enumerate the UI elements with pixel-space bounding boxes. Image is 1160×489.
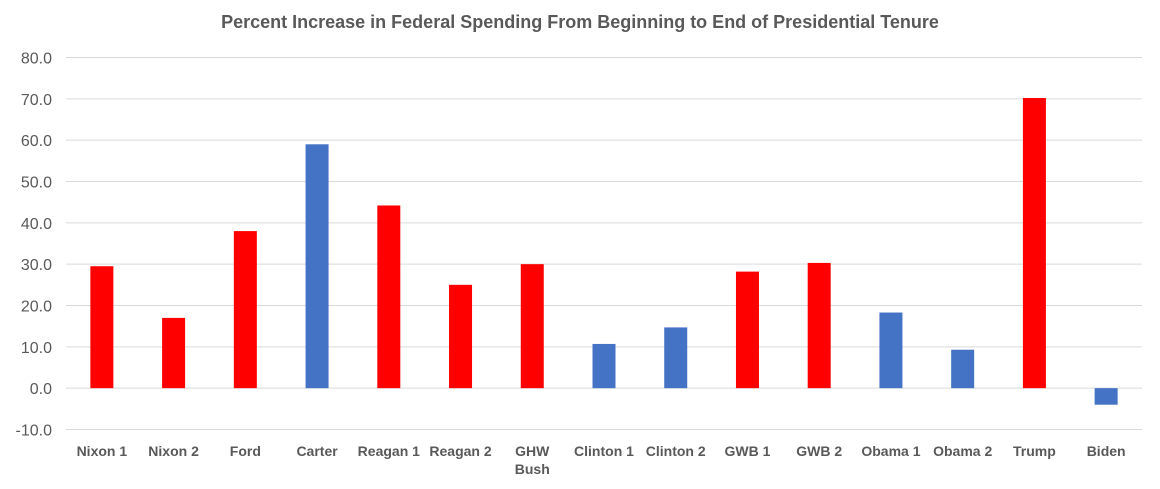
x-tick-label: Ford <box>230 443 261 459</box>
x-tick-label: Nixon 1 <box>77 443 128 459</box>
x-tick-label: Trump <box>1013 443 1056 459</box>
y-tick-label: 10.0 <box>21 340 52 357</box>
x-tick-label: Nixon 2 <box>148 443 199 459</box>
bar-ghw-bush <box>520 264 544 389</box>
y-tick-label: 60.0 <box>21 133 52 150</box>
x-tick-label: Obama 1 <box>861 443 920 459</box>
y-tick-label: 0.0 <box>30 381 52 398</box>
y-tick-label: 70.0 <box>21 92 52 109</box>
y-tick-label: 50.0 <box>21 175 52 192</box>
bar-ford <box>233 231 257 389</box>
x-tick-label: Biden <box>1087 443 1126 459</box>
y-axis-ticks: 80.0 70.0 60.0 50.0 40.0 30.0 20.0 10.0 0.0 -10.0 <box>16 51 53 440</box>
bar-nixon-2 <box>162 317 186 389</box>
bar-biden <box>1094 388 1118 405</box>
bar-trump <box>1022 98 1046 389</box>
x-tick-label: Reagan 2 <box>429 443 491 459</box>
x-tick-label: Carter <box>296 443 338 459</box>
bar-obama-2 <box>951 349 975 389</box>
y-tick-label: -10.0 <box>16 423 53 440</box>
x-tick-label: Clinton 1 <box>574 443 634 459</box>
y-tick-label: 30.0 <box>21 257 52 274</box>
x-tick-label: Clinton 2 <box>646 443 706 459</box>
x-axis-labels: Nixon 1 Nixon 2 Ford Carter Reagan 1 Reagan 2… <box>77 443 1126 477</box>
bar-reagan-2 <box>449 284 473 389</box>
bar-gwb-1 <box>735 271 759 389</box>
bar-obama-1 <box>879 312 903 389</box>
bar-clinton-1 <box>592 343 616 389</box>
x-tick-label: GWB 1 <box>725 443 771 459</box>
bars <box>90 98 1118 405</box>
x-tick-label: Obama 2 <box>933 443 992 459</box>
y-tick-label: 20.0 <box>21 299 52 316</box>
x-tick-label: GHW Bush <box>515 443 550 477</box>
x-tick-label: GWB 2 <box>796 443 842 459</box>
y-tick-label: 80.0 <box>21 51 52 68</box>
bar-carter <box>305 144 329 389</box>
bar-reagan-1 <box>377 205 401 389</box>
bar-nixon-1 <box>90 266 114 389</box>
chart-title: Percent Increase in Federal Spending Fro… <box>221 12 939 32</box>
y-tick-label: 40.0 <box>21 216 52 233</box>
bar-gwb-2 <box>807 262 831 389</box>
x-tick-label: Reagan 1 <box>358 443 420 459</box>
bar-clinton-2 <box>664 327 688 389</box>
